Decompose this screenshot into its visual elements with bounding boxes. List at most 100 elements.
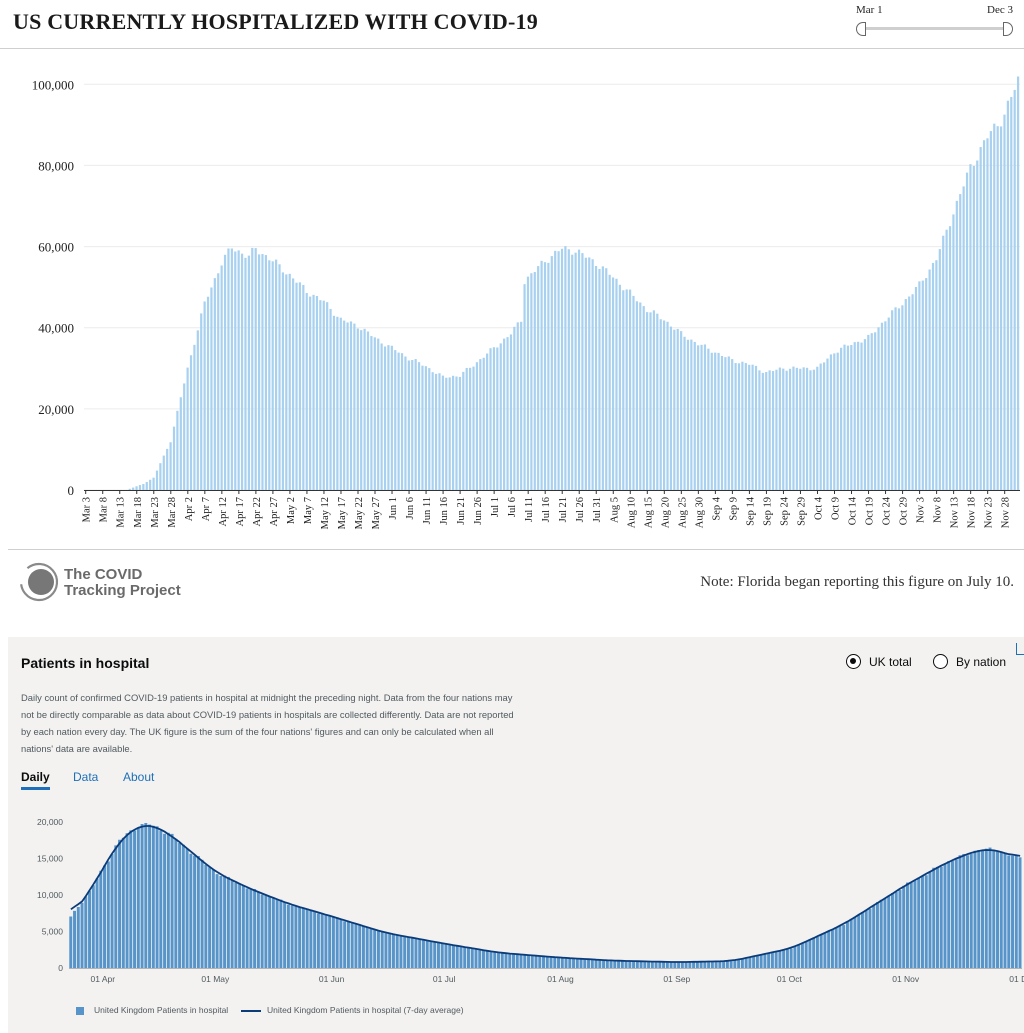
date-range-slider[interactable]: Mar 1 Dec 3: [852, 2, 1018, 40]
uk-bar: [444, 943, 448, 968]
us-bar: [240, 253, 244, 490]
uk-bar: [759, 954, 763, 968]
us-bar: [860, 342, 863, 490]
tab-data[interactable]: Data: [73, 770, 99, 784]
legend-bar-swatch: [76, 1007, 84, 1015]
uk-x-tick-label: 01 D: [1009, 974, 1024, 984]
uk-bar: [290, 905, 294, 968]
uk-bar: [583, 959, 587, 968]
us-bar: [857, 341, 860, 490]
us-x-tick-label: Aug 15: [643, 497, 654, 528]
us-bar: [880, 322, 884, 490]
us-bar: [843, 344, 846, 490]
uk-bar: [943, 863, 947, 968]
uk-bar: [639, 961, 643, 968]
uk-bar: [133, 830, 137, 968]
us-bar: [343, 320, 346, 490]
uk-bar: [1007, 855, 1011, 968]
radio-unselected-icon[interactable]: [933, 654, 948, 669]
us-bar: [669, 326, 673, 490]
us-bar: [836, 352, 839, 490]
us-bar: [451, 375, 455, 490]
uk-bar: [80, 902, 84, 968]
us-x-tick-label: Nov 13: [950, 497, 961, 528]
chart-icon[interactable]: [1016, 643, 1024, 655]
us-bar: [254, 248, 257, 490]
uk-bar: [624, 960, 628, 968]
uk-bar: [316, 913, 320, 968]
us-bar: [717, 352, 720, 490]
uk-bar: [898, 890, 902, 968]
uk-bar: [718, 961, 722, 968]
us-x-tick-label: Sep 29: [796, 497, 807, 526]
us-x-tick-label: Mar 3: [82, 497, 93, 522]
us-bar: [707, 348, 710, 490]
uk-bar: [647, 961, 651, 968]
us-bar: [982, 140, 986, 490]
us-bar: [486, 353, 489, 490]
range-end-handle[interactable]: [1003, 22, 1013, 36]
uk-x-tick-label: 01 Jul: [433, 974, 456, 984]
uk-bar: [707, 961, 711, 968]
us-bar: [492, 347, 496, 490]
us-bar: [172, 426, 176, 490]
us-bar: [972, 165, 975, 490]
uk-bar: [572, 958, 576, 968]
us-bar: [547, 262, 550, 490]
us-x-tick-label: Aug 25: [677, 497, 688, 528]
us-bar: [230, 248, 233, 490]
us-x-tick-label: Mar 13: [116, 497, 127, 528]
us-bar: [959, 194, 962, 490]
us-bar: [169, 442, 172, 490]
us-bar: [656, 313, 659, 490]
us-x-tick-label: Sep 4: [711, 496, 722, 520]
us-bar: [993, 123, 996, 490]
uk-bar: [421, 939, 425, 968]
covid-tracking-project-logo: The COVID Tracking Project: [18, 559, 198, 609]
tab-about[interactable]: About: [123, 770, 155, 784]
uk-bar: [680, 962, 684, 968]
us-bar: [846, 345, 850, 490]
us-bar: [302, 284, 305, 490]
uk-bar: [455, 945, 459, 968]
us-bar: [999, 126, 1003, 490]
uk-bar: [688, 962, 692, 968]
range-track[interactable]: [860, 27, 1008, 30]
uk-bar: [230, 880, 234, 968]
us-bar: [554, 250, 557, 490]
uk-bar: [804, 941, 808, 968]
uk-bar: [470, 948, 474, 968]
us-bar: [268, 260, 271, 490]
uk-bar: [778, 950, 782, 968]
uk-bar: [508, 953, 512, 968]
tab-daily[interactable]: Daily: [21, 770, 50, 790]
us-bar: [673, 329, 676, 490]
us-bar: [714, 352, 717, 490]
uk-bar: [714, 961, 718, 968]
uk-bar: [103, 865, 107, 968]
us-x-tick-label: Oct 24: [882, 496, 893, 525]
us-bar: [622, 290, 625, 490]
us-bar: [642, 306, 645, 490]
uk-bar: [118, 839, 122, 968]
us-bar: [132, 487, 135, 490]
radio-selected-icon[interactable]: [846, 654, 861, 669]
us-bar: [751, 364, 754, 490]
uk-bar: [474, 948, 478, 968]
uk-bar: [530, 955, 534, 968]
us-bar: [434, 373, 438, 490]
uk-bar: [860, 911, 864, 968]
uk-bar: [166, 832, 170, 968]
uk-bar: [984, 848, 988, 968]
us-bar: [411, 360, 414, 490]
uk-bar: [256, 891, 260, 968]
uk-bar: [241, 885, 245, 968]
us-bar: [550, 256, 553, 490]
uk-bar: [973, 850, 977, 968]
uk-bar: [106, 861, 110, 968]
us-bar: [785, 370, 788, 490]
us-bar: [206, 296, 210, 490]
us-bar: [417, 362, 421, 490]
uk-bar: [301, 908, 305, 968]
range-start-handle[interactable]: [856, 22, 866, 36]
